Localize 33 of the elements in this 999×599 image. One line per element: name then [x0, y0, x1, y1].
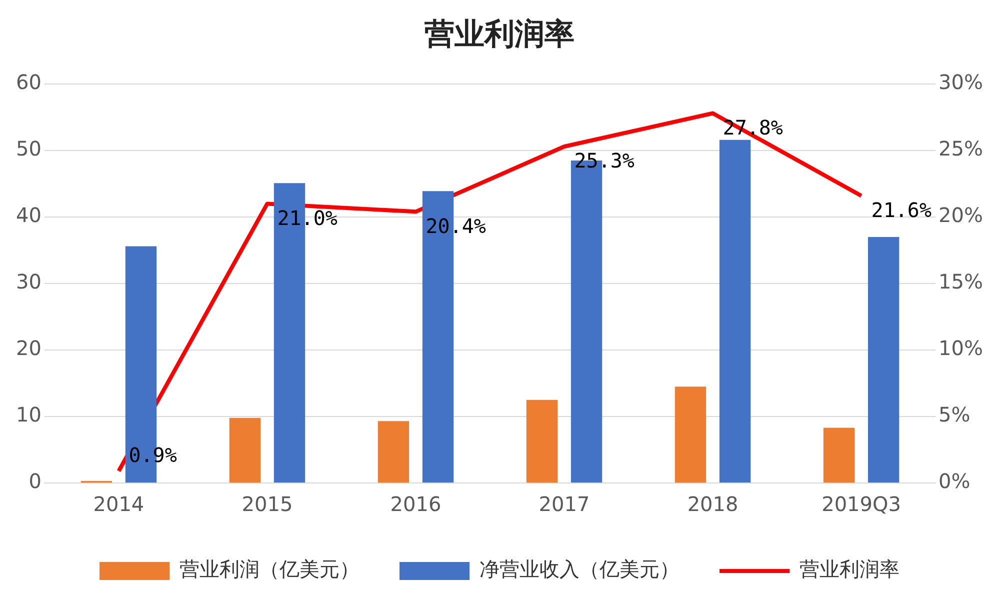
x-tick-label: 2017 [538, 492, 590, 516]
y-tick-label: 30 [16, 270, 42, 294]
y2-tick-label: 30% [938, 70, 983, 94]
y2-tick-label: 0% [938, 469, 970, 494]
data-label: 21.6% [871, 198, 932, 222]
bar [229, 418, 261, 482]
x-tick-label: 2018 [687, 492, 738, 516]
bar [526, 400, 558, 482]
y2-tick-label: 20% [938, 203, 983, 228]
y-tick-label: 60 [16, 70, 42, 94]
y2-tick-label: 5% [938, 402, 970, 427]
bar [378, 421, 410, 482]
x-tick-label: 2014 [93, 492, 144, 516]
y-tick-label: 10 [16, 402, 42, 427]
bar [719, 140, 751, 482]
x-tick-label: 2019Q3 [822, 492, 901, 516]
y2-tick-label: 25% [938, 136, 983, 161]
legend-label: 营业利润率 [800, 557, 900, 582]
legend-label: 净营业收入（亿美元） [480, 557, 680, 582]
legend-label: 营业利润（亿美元） [180, 557, 360, 582]
bar [674, 386, 706, 482]
y2-tick-label: 15% [938, 270, 983, 294]
y-tick-label: 50 [16, 136, 42, 161]
x-tick-label: 2015 [242, 492, 293, 516]
data-label: 25.3% [574, 148, 634, 173]
bar [823, 428, 855, 482]
y-tick-label: 0 [28, 469, 42, 494]
y-tick-label: 40 [16, 203, 42, 228]
y-tick-label: 20 [16, 336, 42, 360]
bar [868, 236, 900, 482]
x-tick-label: 2016 [390, 492, 442, 516]
y2-tick-label: 10% [938, 336, 983, 360]
chart-title: 营业利润率 [424, 16, 574, 51]
